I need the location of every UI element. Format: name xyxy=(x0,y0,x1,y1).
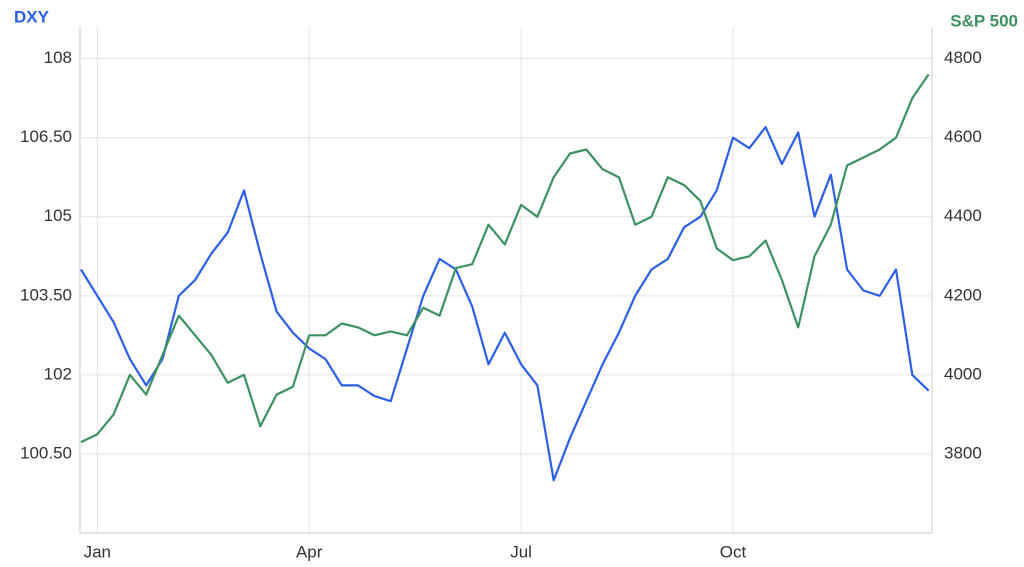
y-axis-title: DXY xyxy=(14,7,50,26)
x-tick-label: Oct xyxy=(720,542,747,561)
y2-tick-label: 4800 xyxy=(944,48,982,67)
line-series xyxy=(80,73,930,444)
y2-axis-title: S&P 500 xyxy=(950,11,1018,30)
y2-tick-label: 3800 xyxy=(944,443,982,462)
y-tick-label: 106.50 xyxy=(20,127,72,146)
x-tick-label: Jan xyxy=(84,542,111,561)
y-tick-label: 108 xyxy=(44,48,72,67)
y-tick-label: 100.50 xyxy=(20,443,72,462)
y-tick-label: 105 xyxy=(44,206,72,225)
x-tick-label: Apr xyxy=(296,542,323,561)
y2-tick-label: 4600 xyxy=(944,127,982,146)
x-tick-label: Jul xyxy=(510,542,532,561)
y-tick-label: 102 xyxy=(44,364,72,383)
y2-tick-label: 4000 xyxy=(944,364,982,383)
y-tick-label: 103.50 xyxy=(20,285,72,304)
line-series xyxy=(80,126,930,482)
y2-tick-label: 4400 xyxy=(944,206,982,225)
y2-tick-label: 4200 xyxy=(944,285,982,304)
